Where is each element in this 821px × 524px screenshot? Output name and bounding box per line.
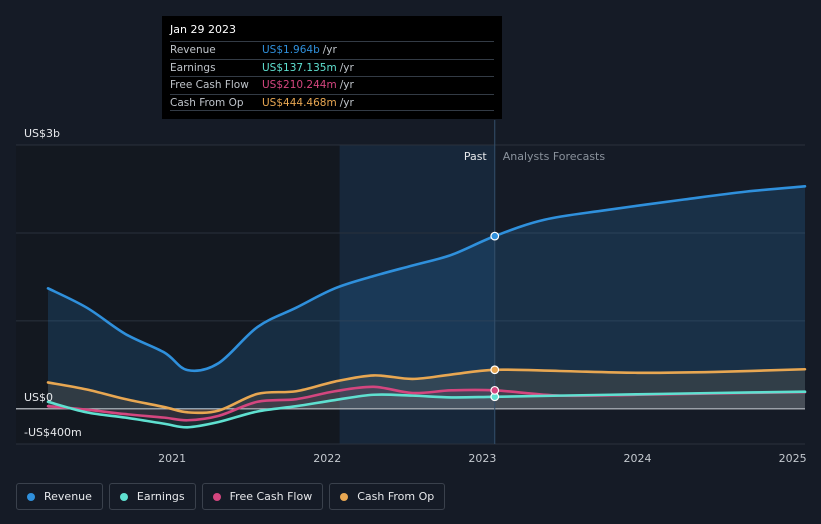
revenue-area <box>48 186 805 409</box>
x-tick-label: 2021 <box>158 452 186 465</box>
tooltip-row-earnings: Earnings US$137.135m /yr <box>170 58 494 77</box>
tooltip-label: Revenue <box>170 44 216 56</box>
earnings-line <box>46 390 807 429</box>
tooltip-unit: /yr <box>339 61 354 74</box>
tooltip-value: US$137.135m <box>262 61 337 74</box>
earnings-dot-icon <box>119 492 128 501</box>
legend-item-free-cash-flow[interactable]: Free Cash Flow <box>201 483 324 510</box>
x-tick-label: 2022 <box>313 452 341 465</box>
tooltip-unit: /yr <box>339 79 354 91</box>
legend-item-cash-from-op[interactable]: Cash From Op <box>329 483 446 510</box>
legend-label: Revenue <box>44 490 92 503</box>
tooltip-row-cash-from-op: Cash From Op US$444.468m /yr <box>170 93 494 111</box>
legend-item-earnings[interactable]: Earnings <box>108 483 196 510</box>
x-tick-label: 2025 <box>779 452 807 465</box>
past-label: Past <box>464 150 488 163</box>
earnings-area <box>48 391 805 428</box>
y-label-top: US$3b <box>24 127 60 140</box>
cash-from-op-marker <box>490 365 500 375</box>
free-cash-flow-marker <box>490 385 500 395</box>
tooltip-value: US$210.244m <box>262 79 337 91</box>
revenue-marker <box>490 231 500 241</box>
y-label-zero: US$0 <box>24 391 53 404</box>
tooltip-label: Earnings <box>170 61 216 74</box>
free-cash-flow-area <box>48 386 805 421</box>
cash-from-op-line <box>46 367 807 415</box>
legend-label: Cash From Op <box>357 490 435 503</box>
tooltip-date: Jan 29 2023 <box>170 23 236 36</box>
revenue-dot-icon <box>27 492 35 501</box>
legend: Revenue Earnings Free Cash Flow Cash Fro… <box>16 483 446 510</box>
revenue-line <box>46 185 807 373</box>
tooltip: Jan 29 2023 Revenue US$1.964b /yr Earnin… <box>162 16 502 119</box>
legend-label: Earnings <box>136 490 185 503</box>
tooltip-label: Free Cash Flow <box>170 79 249 91</box>
tooltip-value: US$444.468m <box>262 96 337 109</box>
y-label-bottom: -US$400m <box>24 426 82 439</box>
legend-label: Free Cash Flow <box>229 490 313 503</box>
free-cash-flow-dot-icon <box>212 492 221 501</box>
forecast-label: Analysts Forecasts <box>503 150 606 163</box>
tooltip-label: Cash From Op <box>170 96 244 109</box>
tooltip-row-revenue: Revenue US$1.964b /yr <box>170 41 494 59</box>
x-tick-label: 2023 <box>468 452 496 465</box>
cash-from-op-area <box>48 369 805 413</box>
x-tick-label: 2024 <box>623 452 651 465</box>
legend-item-revenue[interactable]: Revenue <box>16 483 103 510</box>
cash-from-op-dot-icon <box>340 492 349 501</box>
tooltip-value: US$1.964b <box>262 44 320 56</box>
tooltip-unit: /yr <box>322 44 337 56</box>
tooltip-row-free-cash-flow: Free Cash Flow US$210.244m /yr <box>170 76 494 94</box>
tooltip-unit: /yr <box>339 96 354 109</box>
